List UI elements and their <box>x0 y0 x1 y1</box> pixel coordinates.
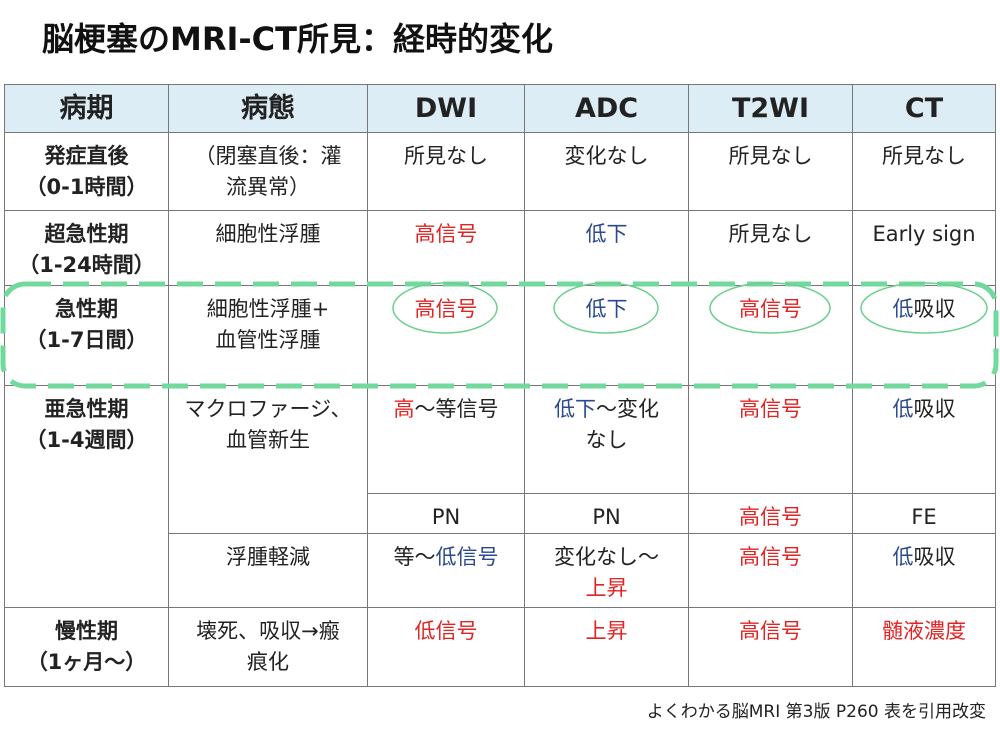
finding-cell: 所見なし <box>852 132 996 211</box>
stage-cell: 亜急性期 （1-4週間） <box>4 385 169 608</box>
cell-text: 高 <box>393 397 415 421</box>
cell-text: 変化なし <box>564 144 649 168</box>
table-row: 発症直後 （0-1時間） （閉塞直後：灌 流異常） 所見なし 変化なし 所見なし 所見なし <box>4 132 996 211</box>
cell-text: 高信号 <box>739 297 802 321</box>
finding-cell: 低吸収 <box>852 285 996 386</box>
header-cell: DWI <box>367 84 525 133</box>
finding-cell: 高信号 <box>688 533 853 608</box>
cell-text: 低信号 <box>414 619 478 643</box>
cell-text: 所見なし <box>728 222 813 246</box>
cell-text: PN <box>592 505 621 529</box>
cell-text: 高信号 <box>739 619 802 643</box>
cell-text: 低信号 <box>435 545 499 569</box>
finding-cell: 低信号 <box>367 607 525 687</box>
cell-text: 上昇 <box>585 576 628 600</box>
finding-cell: 変化なし <box>524 132 689 211</box>
cell-text: 〜変化 なし <box>585 397 660 452</box>
finding-cell: 高信号 <box>367 210 525 286</box>
table-row: 浮腫軽減 等〜低信号 変化なし〜 上昇 高信号 低吸収 <box>5 533 996 608</box>
cell-text: 高信号 <box>739 505 802 529</box>
table-row: 急性期 （1-7日間） 細胞性浮腫+ 血管性浮腫 高信号 低下 高信号 低吸収 <box>4 285 996 386</box>
pathology-cell: 細胞性浮腫 <box>168 210 368 286</box>
header-cell: CT <box>852 84 996 133</box>
cell-text: 高信号 <box>414 297 478 321</box>
stage-cell: 超急性期 （1-24時間） <box>4 210 169 286</box>
finding-cell: PN <box>524 493 689 534</box>
pathology-cell: マクロファージ、 血管新生 <box>168 385 368 534</box>
table-row: 超急性期 （1-24時間） 細胞性浮腫 高信号 低下 所見なし Early sign <box>4 210 996 286</box>
finding-cell: 低下 <box>524 210 689 286</box>
finding-cell: 等〜低信号 <box>367 533 525 608</box>
finding-cell: 高信号 <box>367 285 525 386</box>
pathology-cell: 壊死、吸収→瘢 痕化 <box>168 607 368 687</box>
cell-text: 吸収 <box>913 297 956 321</box>
finding-cell: 所見なし <box>688 210 853 286</box>
cell-text: 壊死、吸収→瘢 痕化 <box>196 619 340 674</box>
header-cell: T2WI <box>688 84 853 133</box>
cell-text: 高信号 <box>739 545 802 569</box>
finding-cell: PN <box>367 493 525 534</box>
cell-text: 等〜 <box>393 545 436 569</box>
cell-text: マクロファージ、 血管新生 <box>184 397 352 452</box>
findings-table: 病期 病態 DWI ADC T2WI CT 発症直後 （0-1時間） （閉塞直後：灌 流異常… <box>4 84 996 687</box>
finding-cell: 高信号 <box>688 385 853 494</box>
header-row: 病期 病態 DWI ADC T2WI CT <box>4 84 996 133</box>
finding-cell: 髄液濃度 <box>852 607 996 687</box>
finding-cell: 低下 <box>524 285 689 386</box>
cell-text: 吸収 <box>913 397 956 421</box>
cell-text: FE <box>911 505 937 529</box>
pathology-cell: 浮腫軽減 <box>168 533 368 608</box>
cell-text: 浮腫軽減 <box>226 545 310 569</box>
cell-text: Early sign <box>872 222 976 246</box>
finding-cell: 高信号 <box>688 493 853 534</box>
finding-cell: 高信号 <box>688 607 853 687</box>
finding-cell: 低吸収 <box>852 385 996 494</box>
finding-cell: FE <box>852 493 996 534</box>
title: 脳梗塞のMRI-CT所見：経時的変化 <box>42 20 553 58</box>
cell-text: 所見なし <box>404 144 488 168</box>
cell-text: 所見なし <box>728 144 813 168</box>
finding-cell: 低下〜変化 なし <box>524 385 689 494</box>
finding-cell: 高信号 <box>688 285 853 386</box>
cell-text: 低下 <box>554 397 596 421</box>
cell-text: 所見なし <box>882 144 966 168</box>
pathology-cell: （閉塞直後：灌 流異常） <box>168 132 368 211</box>
cell-text: 高信号 <box>739 397 802 421</box>
header-cell: 病態 <box>168 84 368 133</box>
cell-text: 低 <box>892 545 914 569</box>
cell-text: 髄液濃度 <box>882 619 966 643</box>
source-note: よくわかる脳MRI 第3版 P260 表を引用改変 <box>646 702 986 722</box>
finding-cell: 所見なし <box>367 132 525 211</box>
finding-cell: 変化なし〜 上昇 <box>524 533 689 608</box>
cell-text: 細胞性浮腫 <box>215 222 321 246</box>
cell-text: 変化なし〜 <box>554 545 659 569</box>
finding-cell: Early sign <box>852 210 996 286</box>
cell-text: 上昇 <box>585 619 628 643</box>
header-cell: ADC <box>524 84 689 133</box>
cell-text: 低 <box>892 397 914 421</box>
cell-text: （閉塞直後：灌 流異常） <box>194 144 342 199</box>
header-cell: 病期 <box>4 84 169 133</box>
stage-cell: 慢性期 （1ヶ月〜） <box>4 607 169 687</box>
table-row: 慢性期 （1ヶ月〜） 壊死、吸収→瘢 痕化 低信号 上昇 高信号 髄液濃度 <box>4 607 996 687</box>
finding-cell: 低吸収 <box>852 533 996 608</box>
finding-cell: 所見なし <box>688 132 853 211</box>
pathology-cell: 細胞性浮腫+ 血管性浮腫 <box>168 285 368 386</box>
stage-cell: 急性期 （1-7日間） <box>4 285 169 386</box>
cell-text: 〜等信号 <box>414 397 499 421</box>
cell-text: 細胞性浮腫+ 血管性浮腫 <box>206 297 330 352</box>
finding-cell: 上昇 <box>524 607 689 687</box>
table-row: 亜急性期 （1-4週間） マクロファージ、 血管新生 高〜等信号 低下〜変化 なし 高信… <box>4 385 996 608</box>
stage-cell: 発症直後 （0-1時間） <box>4 132 169 211</box>
cell-text: 吸収 <box>913 545 956 569</box>
finding-cell: 高〜等信号 <box>367 385 525 494</box>
cell-text: 低下 <box>585 297 628 321</box>
cell-text: 低 <box>892 297 914 321</box>
cell-text: PN <box>431 505 461 529</box>
cell-text: 低下 <box>585 222 628 246</box>
cell-text: 高信号 <box>414 222 478 246</box>
